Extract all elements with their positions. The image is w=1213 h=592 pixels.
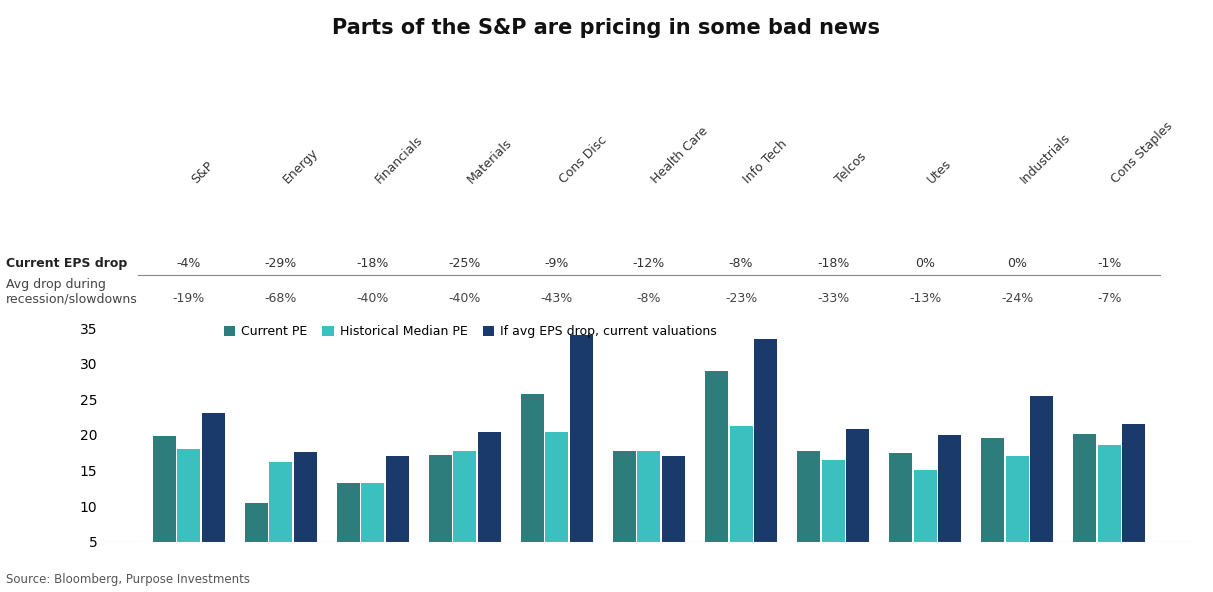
Bar	[662, 456, 685, 577]
Bar	[889, 453, 912, 577]
Legend: Current PE, Historical Median PE, If avg EPS drop, current valuations: Current PE, Historical Median PE, If avg…	[218, 320, 722, 343]
Text: -68%: -68%	[264, 292, 297, 305]
Text: -18%: -18%	[816, 257, 849, 270]
Text: -40%: -40%	[357, 292, 389, 305]
Text: -8%: -8%	[729, 257, 753, 270]
Bar	[1098, 445, 1121, 577]
Text: -8%: -8%	[637, 292, 661, 305]
Bar	[754, 339, 776, 577]
Bar	[522, 394, 543, 577]
Bar	[153, 436, 176, 577]
Text: Energy: Energy	[280, 146, 320, 186]
Text: -29%: -29%	[264, 257, 297, 270]
Text: -24%: -24%	[1001, 292, 1033, 305]
Bar	[821, 461, 844, 577]
Bar	[729, 426, 752, 577]
Text: 0%: 0%	[915, 257, 935, 270]
Bar	[269, 462, 292, 577]
Bar	[454, 451, 477, 577]
Bar	[913, 471, 936, 577]
Text: -13%: -13%	[909, 292, 941, 305]
Text: -4%: -4%	[176, 257, 201, 270]
Bar	[938, 435, 961, 577]
Bar	[177, 449, 200, 577]
Text: Current EPS drop: Current EPS drop	[6, 257, 127, 270]
Text: -43%: -43%	[541, 292, 573, 305]
Text: Info Tech: Info Tech	[741, 138, 790, 186]
Text: Industrials: Industrials	[1018, 131, 1072, 186]
Bar	[1074, 434, 1097, 577]
Text: -25%: -25%	[449, 257, 482, 270]
Text: Telcos: Telcos	[833, 150, 870, 186]
Bar	[570, 335, 593, 577]
Bar	[386, 456, 409, 577]
Text: -7%: -7%	[1097, 292, 1122, 305]
Bar	[201, 413, 224, 577]
Text: Source: Bloomberg, Purpose Investments: Source: Bloomberg, Purpose Investments	[6, 573, 250, 586]
Text: Utes: Utes	[926, 157, 955, 186]
Text: -9%: -9%	[545, 257, 569, 270]
Bar	[337, 482, 360, 577]
Bar	[705, 371, 728, 577]
Bar	[1122, 424, 1145, 577]
Bar	[1030, 397, 1053, 577]
Text: Health Care: Health Care	[649, 125, 711, 186]
Text: -33%: -33%	[818, 292, 849, 305]
Bar	[429, 455, 452, 577]
Text: -12%: -12%	[633, 257, 665, 270]
Text: Cons Disc: Cons Disc	[557, 134, 609, 186]
Text: Materials: Materials	[465, 137, 514, 186]
Text: S&P: S&P	[189, 159, 216, 186]
Bar	[981, 439, 1004, 577]
Text: -1%: -1%	[1097, 257, 1122, 270]
Text: 0%: 0%	[1007, 257, 1027, 270]
Text: Cons Staples: Cons Staples	[1109, 120, 1175, 186]
Text: Parts of the S&P are pricing in some bad news: Parts of the S&P are pricing in some bad…	[332, 18, 881, 38]
Text: -40%: -40%	[449, 292, 482, 305]
Text: -23%: -23%	[725, 292, 757, 305]
Bar	[294, 452, 317, 577]
Bar	[1006, 456, 1029, 577]
Bar	[845, 429, 869, 577]
Bar	[613, 451, 636, 577]
Bar	[638, 451, 660, 577]
Text: -19%: -19%	[172, 292, 205, 305]
Text: recession/slowdowns: recession/slowdowns	[6, 292, 138, 305]
Bar	[797, 451, 820, 577]
Text: Avg drop during: Avg drop during	[6, 278, 106, 291]
Bar	[546, 432, 569, 577]
Bar	[361, 482, 385, 577]
Text: Financials: Financials	[372, 134, 426, 186]
Bar	[245, 503, 268, 577]
Text: -18%: -18%	[357, 257, 389, 270]
Bar	[478, 432, 501, 577]
